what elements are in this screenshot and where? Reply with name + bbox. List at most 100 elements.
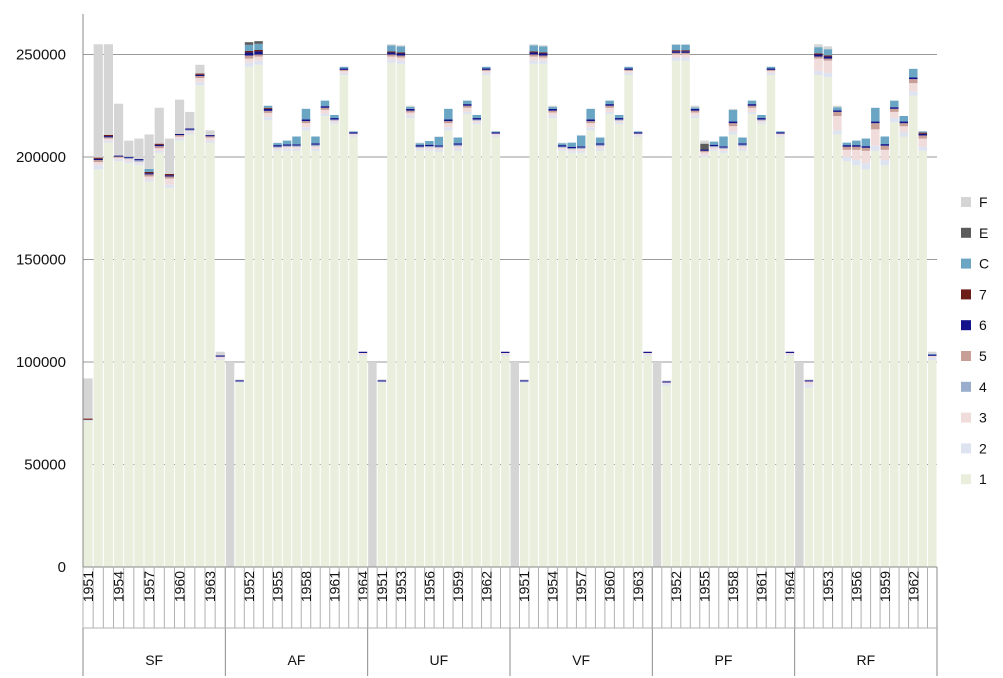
bar-segment-2 [377,381,387,383]
bar-segment-4 [595,144,605,147]
bar-segment-2 [776,135,785,137]
bar-segment-4 [557,146,567,148]
x-tick-label: 1962 [478,571,494,602]
bar-segment-6 [273,145,282,147]
bar-segment-1 [387,62,396,567]
bar-segment-1 [482,75,491,567]
bar-segment-C [861,138,871,147]
bar-segment-6 [501,351,510,353]
bar-segment-C [852,140,861,146]
bar-segment-7 [93,157,103,159]
bar-segment-6 [918,133,928,136]
bar-segment-1 [396,63,406,567]
bar-segment-1 [738,150,747,567]
bar-segment-6 [747,104,757,106]
bar-segment-1 [833,134,842,567]
bar-segment-2 [766,72,776,75]
bar-segment-C [425,141,434,145]
bar-segment-6 [311,143,320,145]
bar-segment-4 [453,144,463,147]
bar-segment-1 [244,66,254,568]
bar-segment-3 [154,148,164,151]
bar-segment-C [624,66,633,69]
bar-segment-2 [643,354,652,356]
bar-segment-3 [244,58,254,63]
x-tick-label: 1952 [241,571,257,602]
bar-segment-1 [624,75,633,567]
bar-segment-6 [164,175,174,177]
group-label: AF [288,652,306,668]
bar-segment-3 [823,60,833,73]
bar-segment-3 [254,56,263,61]
bar-segment-3 [852,149,861,161]
bar-segment-1 [83,421,93,567]
bar-segment-1 [529,63,538,567]
bar-segment-5 [690,110,700,113]
bar-segment-C [719,136,728,147]
bar-segment-5 [154,146,164,149]
bar-segment-6 [472,118,482,120]
bar-segment-4 [719,147,728,149]
bar-segment-1 [134,165,144,567]
bar-segment-1 [263,120,273,567]
bar-segment-F [124,140,134,157]
bar-segment-2 [215,358,225,360]
bar-segment-2 [491,135,501,137]
bar-segment-3 [643,352,652,355]
bar-segment-2 [804,384,814,388]
bar-segment-1 [425,150,434,567]
bar-segment-C [349,131,358,133]
bar-segment-C [823,49,833,56]
legend-swatch-C [961,258,971,269]
bar-segment-F [195,64,205,74]
bar-segment-5 [766,69,776,71]
bar-segment-1 [282,150,292,567]
bar-segment-E [700,143,709,150]
bar-segment-7 [103,134,113,137]
bar-segment-5 [263,110,273,113]
bar-segment-1 [103,142,113,567]
bars-layer [83,41,937,568]
bar-segment-3 [406,112,415,116]
bar-segment-3 [861,150,871,164]
bar-segment-4 [282,145,292,147]
bar-segment-1 [852,165,861,567]
bar-segment-C [273,143,282,146]
bar-segment-C [890,100,899,108]
bar-segment-5 [814,56,823,59]
bar-segment-1 [681,60,690,568]
bar-segment-C [330,114,339,119]
bar-segment-F [377,379,387,381]
bar-segment-F [368,362,377,567]
bar-segment-6 [804,380,814,382]
bar-segment-7 [538,52,548,54]
bar-segment-5 [624,69,633,71]
bar-segment-3 [690,112,700,116]
legend-swatch-3 [961,412,971,423]
bar-segment-2 [320,113,330,116]
bar-segment-3 [215,356,225,359]
bar-segment-1 [880,165,890,567]
bar-segment-2 [823,72,833,78]
bar-segment-C [776,131,785,133]
bar-segment-2 [396,60,406,64]
x-tick-label: 1953 [393,571,409,602]
bar-segment-1 [595,150,605,567]
bar-segment-3 [273,147,282,150]
bar-segment-6 [576,146,586,148]
y-tick-label: 50000 [24,457,66,474]
bar-segment-5 [700,150,709,153]
x-tick-label: 1954 [545,571,561,602]
bar-segment-C [738,137,747,144]
bar-segment-F [795,362,804,567]
bar-segment-6 [235,380,244,382]
bar-segment-3 [833,116,842,131]
bar-segment-C [567,142,576,147]
bar-segment-1 [311,150,320,567]
bar-segment-1 [519,382,529,567]
bar-segment-2 [453,148,463,151]
bar-segment-F [814,44,823,48]
bar-segment-6 [928,354,937,356]
legend-swatch-1 [961,474,971,485]
bar-segment-2 [890,118,899,123]
